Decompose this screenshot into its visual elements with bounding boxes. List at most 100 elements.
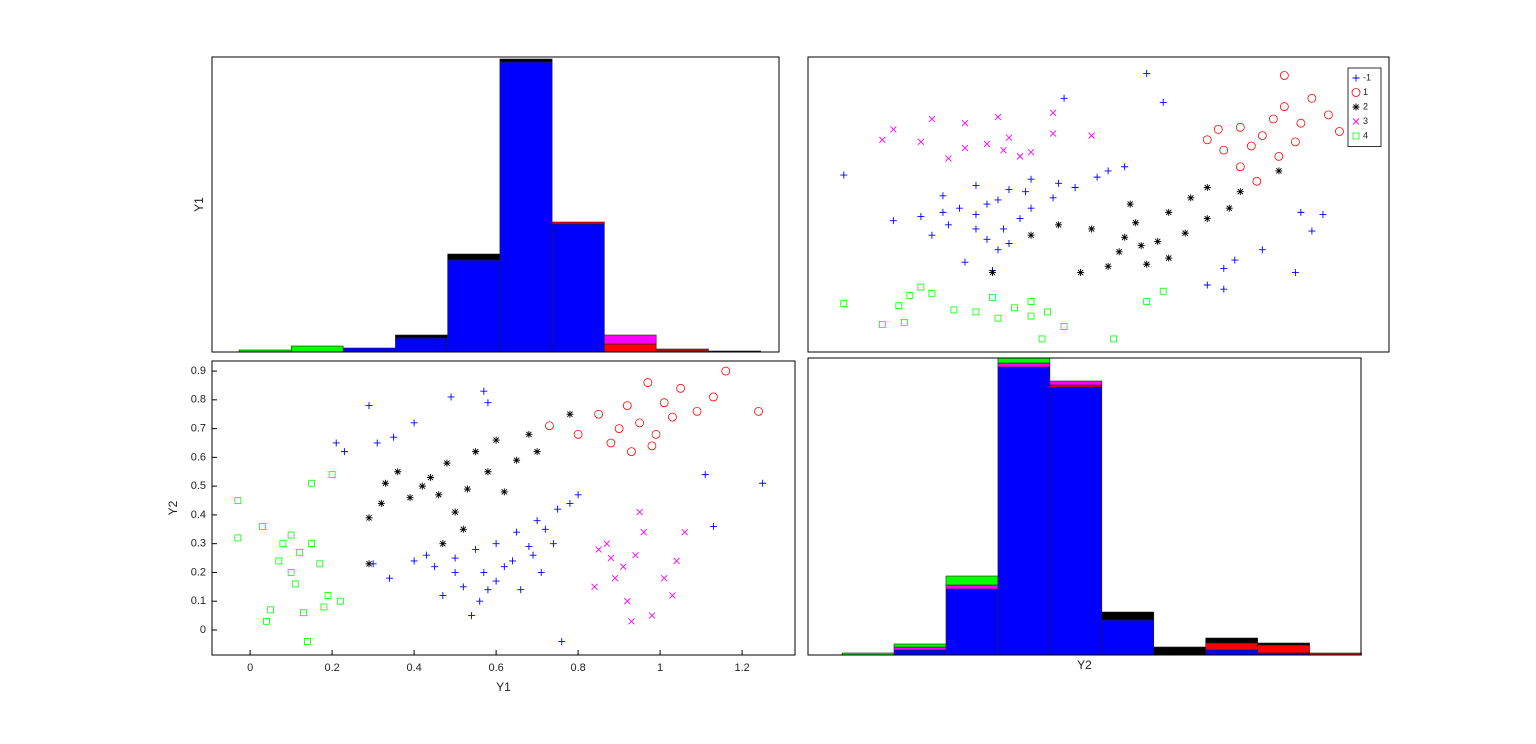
y-axis-label: Y2 <box>166 500 180 515</box>
y-tick-label: 0.8 <box>191 394 206 406</box>
point <box>1257 131 1267 141</box>
point <box>994 246 1002 254</box>
point <box>632 551 639 559</box>
point <box>1297 208 1305 216</box>
histogram-bar <box>997 366 1051 656</box>
point <box>472 545 480 553</box>
point <box>591 583 598 591</box>
point <box>939 208 947 216</box>
point <box>628 618 635 625</box>
point <box>917 138 925 146</box>
histogram-bar <box>551 223 605 353</box>
point <box>878 321 886 328</box>
point <box>1044 308 1051 316</box>
y-tick-label: 0.3 <box>191 538 206 550</box>
point <box>431 563 439 571</box>
point <box>1213 125 1223 134</box>
point <box>332 439 340 447</box>
point <box>1275 167 1283 175</box>
legend-label: 4 <box>1363 130 1368 140</box>
point <box>1049 130 1057 137</box>
histogram-bar <box>1101 619 1155 656</box>
point <box>410 419 418 427</box>
point <box>1132 219 1140 227</box>
point <box>451 508 459 516</box>
point <box>950 306 958 314</box>
x-tick-label: 1 <box>657 662 663 674</box>
axes-frame <box>211 360 796 656</box>
point <box>533 448 541 456</box>
point <box>525 543 533 551</box>
point <box>1027 148 1035 156</box>
histogram-bar <box>604 334 657 345</box>
point <box>972 225 980 233</box>
histogram-bar <box>893 649 947 656</box>
axes-background <box>212 361 795 655</box>
histogram-bar <box>945 588 999 656</box>
x-axis-label: Y1 <box>496 680 511 694</box>
histogram-bar <box>997 357 1051 364</box>
point <box>1104 167 1112 175</box>
point <box>340 448 348 456</box>
point <box>676 383 686 393</box>
point <box>537 568 545 576</box>
point <box>1154 237 1162 245</box>
point <box>234 534 242 542</box>
point <box>1121 233 1129 241</box>
point <box>451 568 459 576</box>
point <box>1187 194 1195 202</box>
point <box>1203 215 1211 223</box>
point <box>928 115 936 123</box>
point <box>300 609 307 617</box>
point <box>1290 137 1300 147</box>
point <box>709 522 717 530</box>
histogram-bar <box>499 61 553 353</box>
point <box>681 528 689 536</box>
point <box>320 603 328 611</box>
point <box>1203 281 1211 289</box>
point <box>1220 285 1228 293</box>
point <box>509 557 517 565</box>
point <box>459 525 467 533</box>
axes-background <box>808 57 1389 352</box>
point <box>1000 225 1007 233</box>
point <box>1038 335 1046 343</box>
y-tick-label: 0.5 <box>191 480 206 492</box>
point <box>928 231 936 239</box>
histogram-bar <box>997 362 1051 368</box>
point <box>879 136 886 144</box>
point <box>1307 93 1317 103</box>
point <box>709 392 718 402</box>
point <box>1181 229 1189 237</box>
point <box>574 491 582 499</box>
point <box>1110 335 1118 343</box>
histogram-bar <box>1257 644 1310 654</box>
point <box>1027 312 1035 320</box>
point <box>1143 69 1151 77</box>
point <box>1220 264 1228 272</box>
point <box>622 401 632 410</box>
point <box>1022 188 1030 196</box>
point <box>1104 262 1112 270</box>
point <box>443 459 451 467</box>
axes-frame <box>807 357 1362 656</box>
axes-frame <box>211 56 780 353</box>
point <box>410 557 418 565</box>
point <box>1202 135 1212 145</box>
point <box>386 574 394 582</box>
point <box>295 548 303 556</box>
point <box>451 554 459 562</box>
point <box>594 409 604 419</box>
point <box>636 508 643 516</box>
point <box>287 531 295 539</box>
x-axis-label: Y2 <box>1077 658 1092 672</box>
point <box>1235 122 1245 132</box>
histogram-bar <box>945 584 999 590</box>
point <box>525 430 533 438</box>
point <box>480 568 488 576</box>
legend-marker <box>1352 103 1360 111</box>
point <box>1005 240 1013 248</box>
point <box>668 412 677 422</box>
point <box>939 192 947 200</box>
point <box>492 577 500 585</box>
